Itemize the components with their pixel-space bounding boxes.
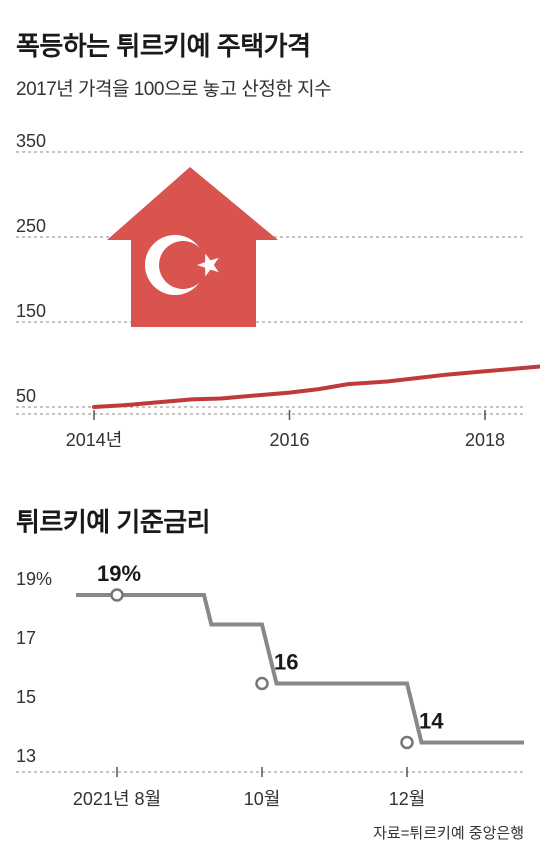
x-tick-label: 2021년 8월	[73, 789, 161, 809]
y-tick-label: 350	[16, 131, 46, 151]
data-point-marker	[110, 588, 124, 602]
chart-subtitle-housing: 2017년 가격을 100으로 놓고 산정한 지수	[16, 79, 332, 100]
y-tick-label: 13	[16, 746, 36, 766]
series-line-housing-index	[92, 364, 540, 409]
series-line-rate	[76, 593, 524, 745]
data-label: 14	[419, 709, 444, 734]
y-tick-label: 150	[16, 301, 46, 321]
housing-price-chart: 350250150502014년2016201820202022	[16, 131, 540, 450]
y-tick-label: 50	[16, 386, 36, 406]
star-icon	[197, 253, 219, 277]
chart-title-rate: 튀르키예 기준금리	[16, 507, 211, 537]
y-tick-label: 19%	[16, 569, 52, 589]
crescent-inner	[159, 241, 207, 289]
data-label: 19%	[97, 561, 141, 586]
x-tick-label: 12월	[389, 789, 426, 809]
turkey-flag-house-icon	[107, 167, 278, 327]
y-tick-label: 15	[16, 687, 36, 707]
x-tick-label: 10월	[244, 789, 281, 809]
source-note: 자료=튀르키예 중앙은행	[373, 825, 524, 842]
data-point-marker	[255, 676, 269, 691]
data-label: 16	[274, 650, 298, 675]
y-tick-label: 17	[16, 628, 36, 648]
data-point-marker	[400, 735, 414, 750]
x-tick-label: 2018	[465, 430, 505, 450]
x-tick-label: 2014년	[66, 430, 123, 450]
chart-title-housing: 폭등하는 튀르키예 주택가격	[16, 31, 311, 61]
y-tick-label: 250	[16, 216, 46, 236]
x-tick-label: 2016	[269, 430, 309, 450]
